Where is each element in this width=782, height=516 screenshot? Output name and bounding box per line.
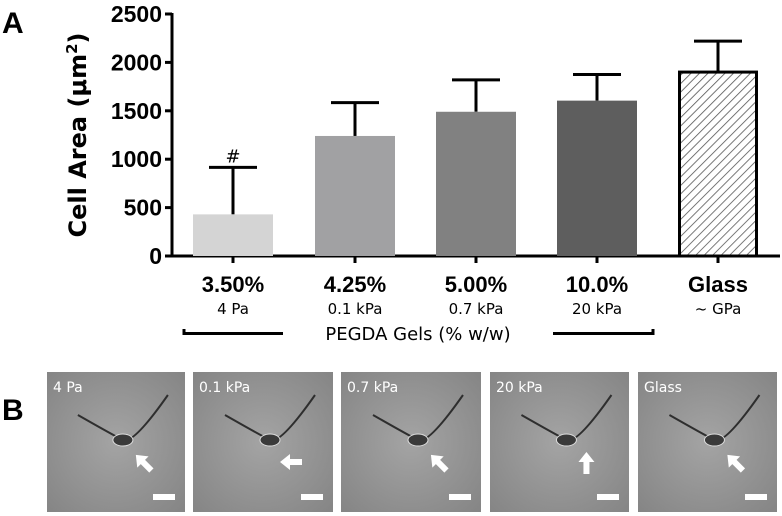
y-tick-label: 500 (124, 195, 162, 221)
x-axis-label: PEGDA Gels (% w/w) (325, 324, 510, 345)
micrograph-2: 0.1 kPa (193, 372, 333, 512)
stiffness-label: 20 kPa (572, 300, 622, 318)
bar-4.25% (315, 135, 395, 256)
micrograph-label: 0.1 kPa (199, 380, 250, 396)
scale-bar (745, 494, 767, 500)
y-tick-label: 2500 (111, 1, 162, 27)
stiffness-label: 4 Pa (217, 300, 249, 318)
bar-Glass (678, 70, 758, 258)
arrow-icon (727, 454, 746, 473)
bar-5.00% (436, 111, 516, 256)
significance-marker: # (225, 146, 240, 167)
cell-body (703, 433, 725, 447)
pegda-bracket: PEGDA Gels (% w/w) (182, 324, 655, 345)
micrograph-3: 0.7 kPa (341, 372, 481, 512)
scale-bar (597, 494, 619, 500)
y-axis-label: Cell Area (μm2) (63, 33, 92, 238)
scale-bar (153, 494, 175, 500)
arrow-icon (135, 454, 154, 473)
micrograph-1: 4 Pa (47, 372, 185, 512)
y-tick-label: 2000 (111, 49, 162, 75)
stiffness-label: 0.1 kPa (328, 300, 383, 318)
micrograph-label: 4 Pa (53, 380, 83, 396)
cell-body (407, 433, 429, 447)
stiffness-label: 0.7 kPa (449, 300, 504, 318)
x-tick-label: 5.00% (445, 272, 507, 297)
scale-bar (449, 494, 471, 500)
bar-3.50% (193, 214, 273, 256)
x-tick-label: 4.25% (324, 272, 386, 297)
micrograph-5: Glass (638, 372, 777, 512)
scale-bar (301, 494, 323, 500)
micrograph-label: 20 kPa (496, 380, 543, 396)
stiffness-label: ~ GPa (695, 300, 742, 318)
panel-b-label: B (2, 394, 24, 427)
y-tick-label: 1500 (111, 98, 162, 124)
arrow-icon (578, 452, 595, 474)
y-tick-label: 0 (149, 243, 162, 269)
x-tick-label: Glass (688, 272, 748, 297)
x-tick-label: 10.0% (566, 272, 628, 297)
cell-body (555, 433, 577, 447)
micrograph-4: 20 kPa (490, 372, 629, 512)
micrograph-label: Glass (644, 380, 682, 396)
arrow-icon (430, 454, 449, 473)
panel-a-label: A (2, 7, 24, 40)
bar-10.0% (557, 100, 637, 256)
arrow-icon (280, 454, 302, 470)
x-tick-label: 3.50% (202, 272, 264, 297)
cell-body (112, 433, 134, 447)
y-tick-label: 1000 (111, 146, 162, 172)
cell-body (259, 433, 281, 447)
micrograph-label: 0.7 kPa (347, 380, 398, 396)
